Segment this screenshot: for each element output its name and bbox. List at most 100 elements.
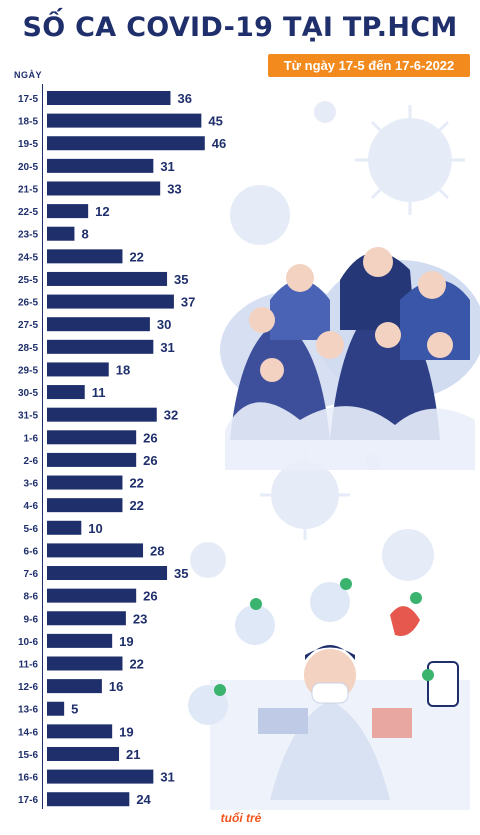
- bar: [47, 317, 150, 332]
- value-label: 24: [136, 792, 151, 807]
- value-label: 22: [129, 476, 143, 491]
- bar: [47, 611, 126, 626]
- category-label: 17-6: [18, 795, 38, 806]
- bar: [47, 136, 205, 151]
- category-label: 5-6: [24, 524, 39, 535]
- bar: [47, 520, 82, 535]
- category-label: 29-5: [18, 365, 38, 376]
- bar: [47, 724, 113, 739]
- category-label: 2-6: [24, 456, 39, 467]
- bar: [47, 498, 123, 513]
- category-label: 19-5: [18, 139, 38, 150]
- category-label: 17-5: [18, 94, 38, 105]
- chart-subtitle: Từ ngày 17-5 đến 17-6-2022: [283, 58, 455, 73]
- category-label: 24-5: [18, 252, 38, 263]
- value-label: 31: [160, 770, 174, 785]
- brand-logo: tuổi trẻ: [215, 808, 267, 828]
- check-icon: [410, 592, 422, 604]
- crowd-illustration: [220, 247, 480, 470]
- bar: [47, 385, 85, 400]
- bar: [47, 113, 202, 128]
- category-label: 4-6: [24, 501, 39, 512]
- value-label: 19: [119, 634, 133, 649]
- bar: [47, 633, 113, 648]
- value-label: 45: [208, 114, 222, 129]
- bar: [47, 746, 120, 761]
- virus-icon-small: [314, 101, 336, 123]
- category-label: 10-6: [18, 637, 38, 648]
- category-label: 18-5: [18, 117, 38, 128]
- value-label: 22: [129, 498, 143, 513]
- bar: [47, 656, 123, 671]
- bar: [47, 588, 137, 603]
- icon-group: [188, 578, 459, 725]
- category-label: 15-6: [18, 750, 38, 761]
- category-label: 23-5: [18, 230, 38, 241]
- category-label: 27-5: [18, 320, 38, 331]
- virus-icon-small: [190, 542, 226, 578]
- bar: [47, 249, 123, 264]
- value-label: 12: [95, 204, 109, 219]
- category-label: 28-5: [18, 343, 38, 354]
- virus-icon-large: [368, 118, 452, 202]
- category-label: 9-6: [24, 614, 39, 625]
- value-label: 26: [143, 430, 157, 445]
- check-icon: [214, 684, 226, 696]
- value-label: 18: [116, 362, 130, 377]
- bar: [47, 679, 102, 694]
- category-label: 1-6: [24, 433, 39, 444]
- value-label: 16: [109, 679, 123, 694]
- category-label: 6-6: [24, 546, 39, 557]
- category-label: 13-6: [18, 705, 38, 716]
- value-label: 26: [143, 589, 157, 604]
- value-label: 10: [88, 521, 102, 536]
- category-label: 21-5: [18, 184, 38, 195]
- category-label: 8-6: [24, 592, 39, 603]
- bar: [47, 543, 144, 558]
- bar: [47, 271, 168, 286]
- phone-icon: [427, 661, 459, 707]
- category-label: 11-6: [19, 660, 39, 671]
- bar: [47, 430, 137, 445]
- bar: [47, 792, 130, 807]
- y-axis-line: [42, 84, 43, 809]
- bar: [47, 452, 137, 467]
- hands-icon: [390, 606, 420, 636]
- bar: [47, 204, 89, 219]
- value-label: 19: [119, 724, 133, 739]
- category-label: 26-5: [18, 298, 38, 309]
- bar: [47, 158, 154, 173]
- category-label: 12-6: [18, 682, 38, 693]
- value-label: 28: [150, 543, 164, 558]
- value-label: 31: [160, 340, 174, 355]
- value-label: 46: [212, 136, 226, 151]
- bar: [47, 339, 154, 354]
- value-label: 11: [92, 385, 106, 400]
- value-label: 35: [174, 272, 188, 287]
- bar: [47, 362, 109, 377]
- bar: [47, 769, 154, 784]
- value-label: 32: [164, 408, 178, 423]
- bar: [47, 407, 157, 422]
- category-label: 25-5: [18, 275, 38, 286]
- category-label: 30-5: [18, 388, 38, 399]
- value-label: 8: [81, 227, 88, 242]
- virus-icon: [271, 461, 339, 529]
- value-label: 22: [129, 657, 143, 672]
- value-label: 31: [160, 159, 174, 174]
- value-label: 35: [174, 566, 188, 581]
- category-label: 7-6: [24, 569, 39, 580]
- value-label: 23: [133, 611, 147, 626]
- category-label: 31-5: [18, 411, 38, 422]
- value-label: 5: [71, 702, 78, 717]
- value-label: 22: [129, 249, 143, 264]
- category-label: 3-6: [24, 479, 39, 490]
- bar: [47, 701, 65, 716]
- bar: [47, 294, 174, 309]
- virus-icon: [382, 529, 434, 581]
- value-label: 37: [181, 295, 195, 310]
- bar: [47, 181, 161, 196]
- value-label: 30: [157, 317, 171, 332]
